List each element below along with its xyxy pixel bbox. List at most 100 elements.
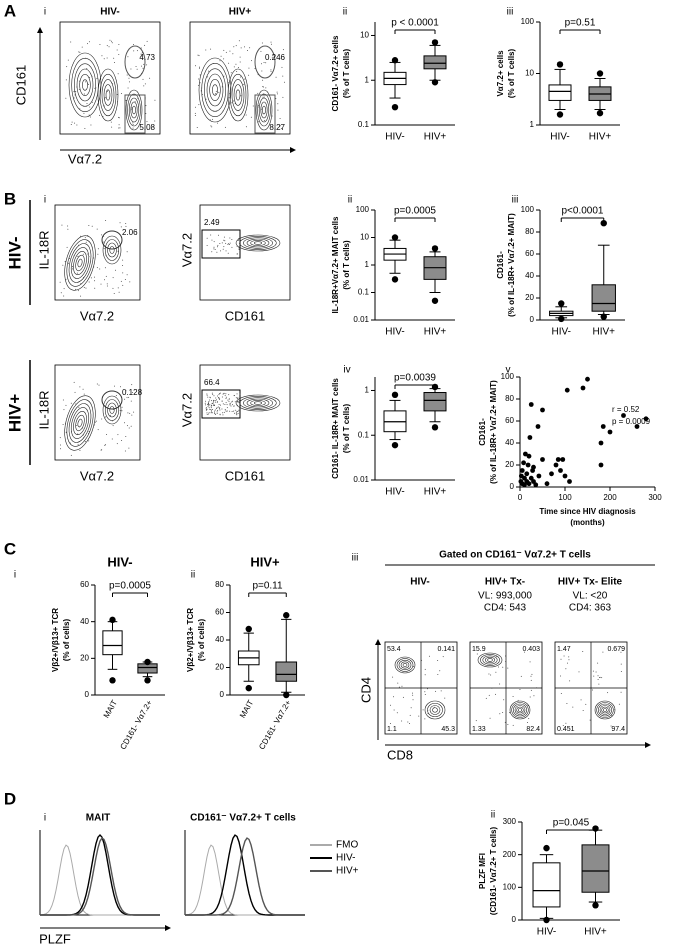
event-dot	[237, 397, 239, 399]
column-detail: CD4: 543	[484, 603, 527, 614]
event-dot	[495, 671, 497, 673]
event-dot	[475, 720, 477, 722]
event-dot	[204, 402, 206, 404]
event-dot	[219, 409, 221, 411]
contour	[71, 58, 99, 112]
event-dot	[225, 242, 227, 244]
event-dot	[495, 655, 497, 657]
event-dot	[59, 437, 61, 439]
y-tick-label: 0.1	[358, 288, 370, 297]
event-dot	[78, 51, 80, 53]
event-dot	[258, 121, 260, 123]
event-dot	[488, 694, 490, 696]
event-dot	[101, 55, 103, 57]
event-dot	[218, 394, 220, 396]
event-dot	[138, 106, 140, 108]
y-tick-label: 0	[220, 690, 225, 699]
outlier	[391, 441, 399, 449]
contour	[102, 395, 122, 425]
y-axis-label: (CD161- Vα7.2+ T cells)	[489, 827, 498, 916]
event-dot	[77, 255, 79, 257]
event-dot	[225, 51, 227, 53]
event-dot	[226, 404, 228, 406]
event-dot	[104, 444, 106, 446]
event-dot	[61, 224, 63, 226]
event-dot	[199, 66, 201, 68]
contour	[229, 73, 247, 117]
point	[558, 468, 563, 473]
point	[525, 462, 531, 468]
event-dot	[277, 109, 279, 111]
contour	[107, 242, 117, 258]
event-dot	[413, 665, 415, 667]
event-dot	[490, 674, 492, 676]
y-tick-label: 1	[530, 120, 535, 129]
histogram	[185, 837, 305, 916]
event-dot	[601, 677, 603, 679]
event-dot	[83, 437, 85, 439]
event-dot	[63, 288, 65, 290]
x-tick-label: HIV-	[385, 132, 404, 143]
box	[423, 55, 447, 70]
event-dot	[125, 99, 127, 101]
gate-value: 5.08	[139, 123, 155, 132]
event-dot	[111, 82, 113, 84]
x-tick-label: HIV+	[424, 327, 447, 338]
event-dot	[88, 114, 90, 116]
contour	[427, 702, 443, 718]
event-dot	[101, 234, 103, 236]
event-dot	[229, 93, 231, 95]
event-dot	[507, 723, 509, 725]
axis-label: IL-18R	[36, 230, 51, 269]
axis-label: CD4	[358, 677, 373, 703]
point	[544, 481, 550, 487]
event-dot	[512, 724, 514, 726]
contour	[257, 93, 271, 127]
event-dot	[214, 413, 216, 415]
y-axis-label: (% of T cells)	[507, 48, 516, 98]
event-dot	[197, 84, 199, 86]
event-dot	[261, 70, 263, 72]
event-dot	[67, 228, 69, 230]
event-dot	[207, 405, 209, 407]
point	[567, 479, 572, 484]
event-dot	[205, 98, 207, 100]
event-dot	[201, 94, 203, 96]
event-dot	[409, 722, 411, 724]
event-dot	[418, 715, 420, 717]
event-dot	[140, 47, 142, 49]
event-dot	[228, 394, 230, 396]
event-dot	[82, 253, 84, 255]
event-dot	[198, 67, 200, 69]
event-dot	[121, 440, 123, 442]
event-dot	[222, 393, 224, 395]
event-dot	[257, 105, 259, 107]
contour	[400, 661, 410, 669]
event-dot	[222, 414, 224, 416]
event-dot	[212, 402, 214, 404]
event-dot	[221, 400, 223, 402]
event-dot	[96, 267, 98, 269]
point	[533, 482, 539, 488]
panel-number: iii	[507, 7, 514, 18]
event-dot	[562, 725, 564, 727]
event-dot	[207, 396, 209, 398]
point	[634, 424, 640, 429]
event-dot	[248, 67, 250, 69]
event-dot	[412, 699, 414, 701]
point	[598, 440, 604, 446]
event-dot	[216, 251, 218, 253]
gate	[254, 45, 276, 79]
event-dot	[262, 113, 264, 115]
contour	[68, 243, 92, 283]
event-dot	[433, 706, 435, 708]
plot-title: HIV-	[100, 7, 119, 18]
event-dot	[262, 96, 264, 98]
event-dot	[504, 655, 506, 657]
legend-label: FMO	[336, 840, 358, 851]
event-dot	[122, 272, 124, 274]
event-dot	[117, 73, 119, 75]
event-dot	[611, 715, 613, 717]
outlier	[391, 391, 399, 399]
event-dot	[128, 447, 130, 449]
